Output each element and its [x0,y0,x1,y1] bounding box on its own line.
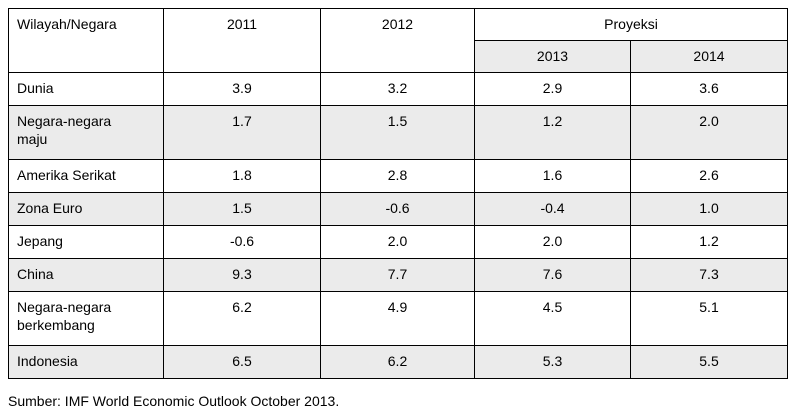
row-label-cell: Zona Euro [8,192,164,226]
value-cell: 5.5 [630,345,788,379]
value-cell: 3.9 [163,72,321,106]
table-body: Dunia 3.9 3.2 2.9 3.6 Negara-negara maju… [8,72,788,379]
table-row-indonesia: Indonesia 6.5 6.2 5.3 5.5 [8,345,788,379]
table-row-negara-maju: Negara-negara maju 1.7 1.5 1.2 2.0 [8,105,788,160]
value-cell: -0.4 [474,192,631,226]
row-label-cell: Amerika Serikat [8,159,164,193]
value-cell: 7.7 [320,258,475,292]
row-label: Amerika Serikat [17,167,116,183]
table-row-jepang: Jepang -0.6 2.0 2.0 1.2 [8,225,788,259]
row-label-cell: Dunia [8,72,164,106]
value-cell: 2.9 [474,72,631,106]
table-row-dunia: Dunia 3.9 3.2 2.9 3.6 [8,72,788,106]
value-cell: 1.5 [320,105,475,160]
row-label-cell: Indonesia [8,345,164,379]
value-cell: 6.2 [320,345,475,379]
value-cell: 2.0 [320,225,475,259]
header-2014: 2014 [630,40,788,73]
value-cell: 3.2 [320,72,475,106]
value-cell: 1.0 [630,192,788,226]
row-label: Negara-negara maju [17,113,112,147]
value-cell: 7.6 [474,258,631,292]
table-row-china: China 9.3 7.7 7.6 7.3 [8,258,788,292]
value-cell: 2.0 [630,105,788,160]
table-header: Wilayah/Negara 2011 2012 Proyeksi 2013 2… [8,8,788,73]
table-row-zona-euro: Zona Euro 1.5 -0.6 -0.4 1.0 [8,192,788,226]
row-label: Indonesia [17,353,78,369]
row-label-cell: Negara-negara maju [8,105,164,160]
value-cell: 3.6 [630,72,788,106]
row-label-cell: Jepang [8,225,164,259]
header-2013: 2013 [474,40,631,73]
value-cell: 5.3 [474,345,631,379]
value-cell: 1.2 [630,225,788,259]
value-cell: 1.7 [163,105,321,160]
value-cell: 2.6 [630,159,788,193]
value-cell: -0.6 [163,225,321,259]
header-region: Wilayah/Negara [8,8,164,73]
value-cell: 1.5 [163,192,321,226]
value-cell: -0.6 [320,192,475,226]
row-label-cell: Negara-negara berkembang [8,291,164,346]
row-label: Dunia [17,80,54,96]
value-cell: 7.3 [630,258,788,292]
value-cell: 4.9 [320,291,475,346]
header-row-main: Wilayah/Negara 2011 2012 Proyeksi [8,8,788,73]
value-cell: 2.0 [474,225,631,259]
economic-growth-table: Wilayah/Negara 2011 2012 Proyeksi 2013 2… [8,8,788,379]
value-cell: 2.8 [320,159,475,193]
row-label-cell: China [8,258,164,292]
value-cell: 5.1 [630,291,788,346]
header-proyeksi: Proyeksi [474,8,788,41]
row-label: Negara-negara berkembang [17,299,112,333]
value-cell: 4.5 [474,291,631,346]
header-2011: 2011 [163,8,321,73]
value-cell: 9.3 [163,258,321,292]
value-cell: 6.5 [163,345,321,379]
row-label: Jepang [17,233,63,249]
table-row-negara-berkembang: Negara-negara berkembang 6.2 4.9 4.5 5.1 [8,291,788,346]
value-cell: 1.2 [474,105,631,160]
header-2012: 2012 [320,8,475,73]
table-row-amerika-serikat: Amerika Serikat 1.8 2.8 1.6 2.6 [8,159,788,193]
source-note: Sumber: IMF World Economic Outlook Octob… [8,393,340,409]
row-label: Zona Euro [17,200,83,216]
row-label: China [17,266,54,282]
value-cell: 1.8 [163,159,321,193]
value-cell: 1.6 [474,159,631,193]
header-row-projection-years: 2013 2014 [9,40,788,73]
value-cell: 6.2 [163,291,321,346]
